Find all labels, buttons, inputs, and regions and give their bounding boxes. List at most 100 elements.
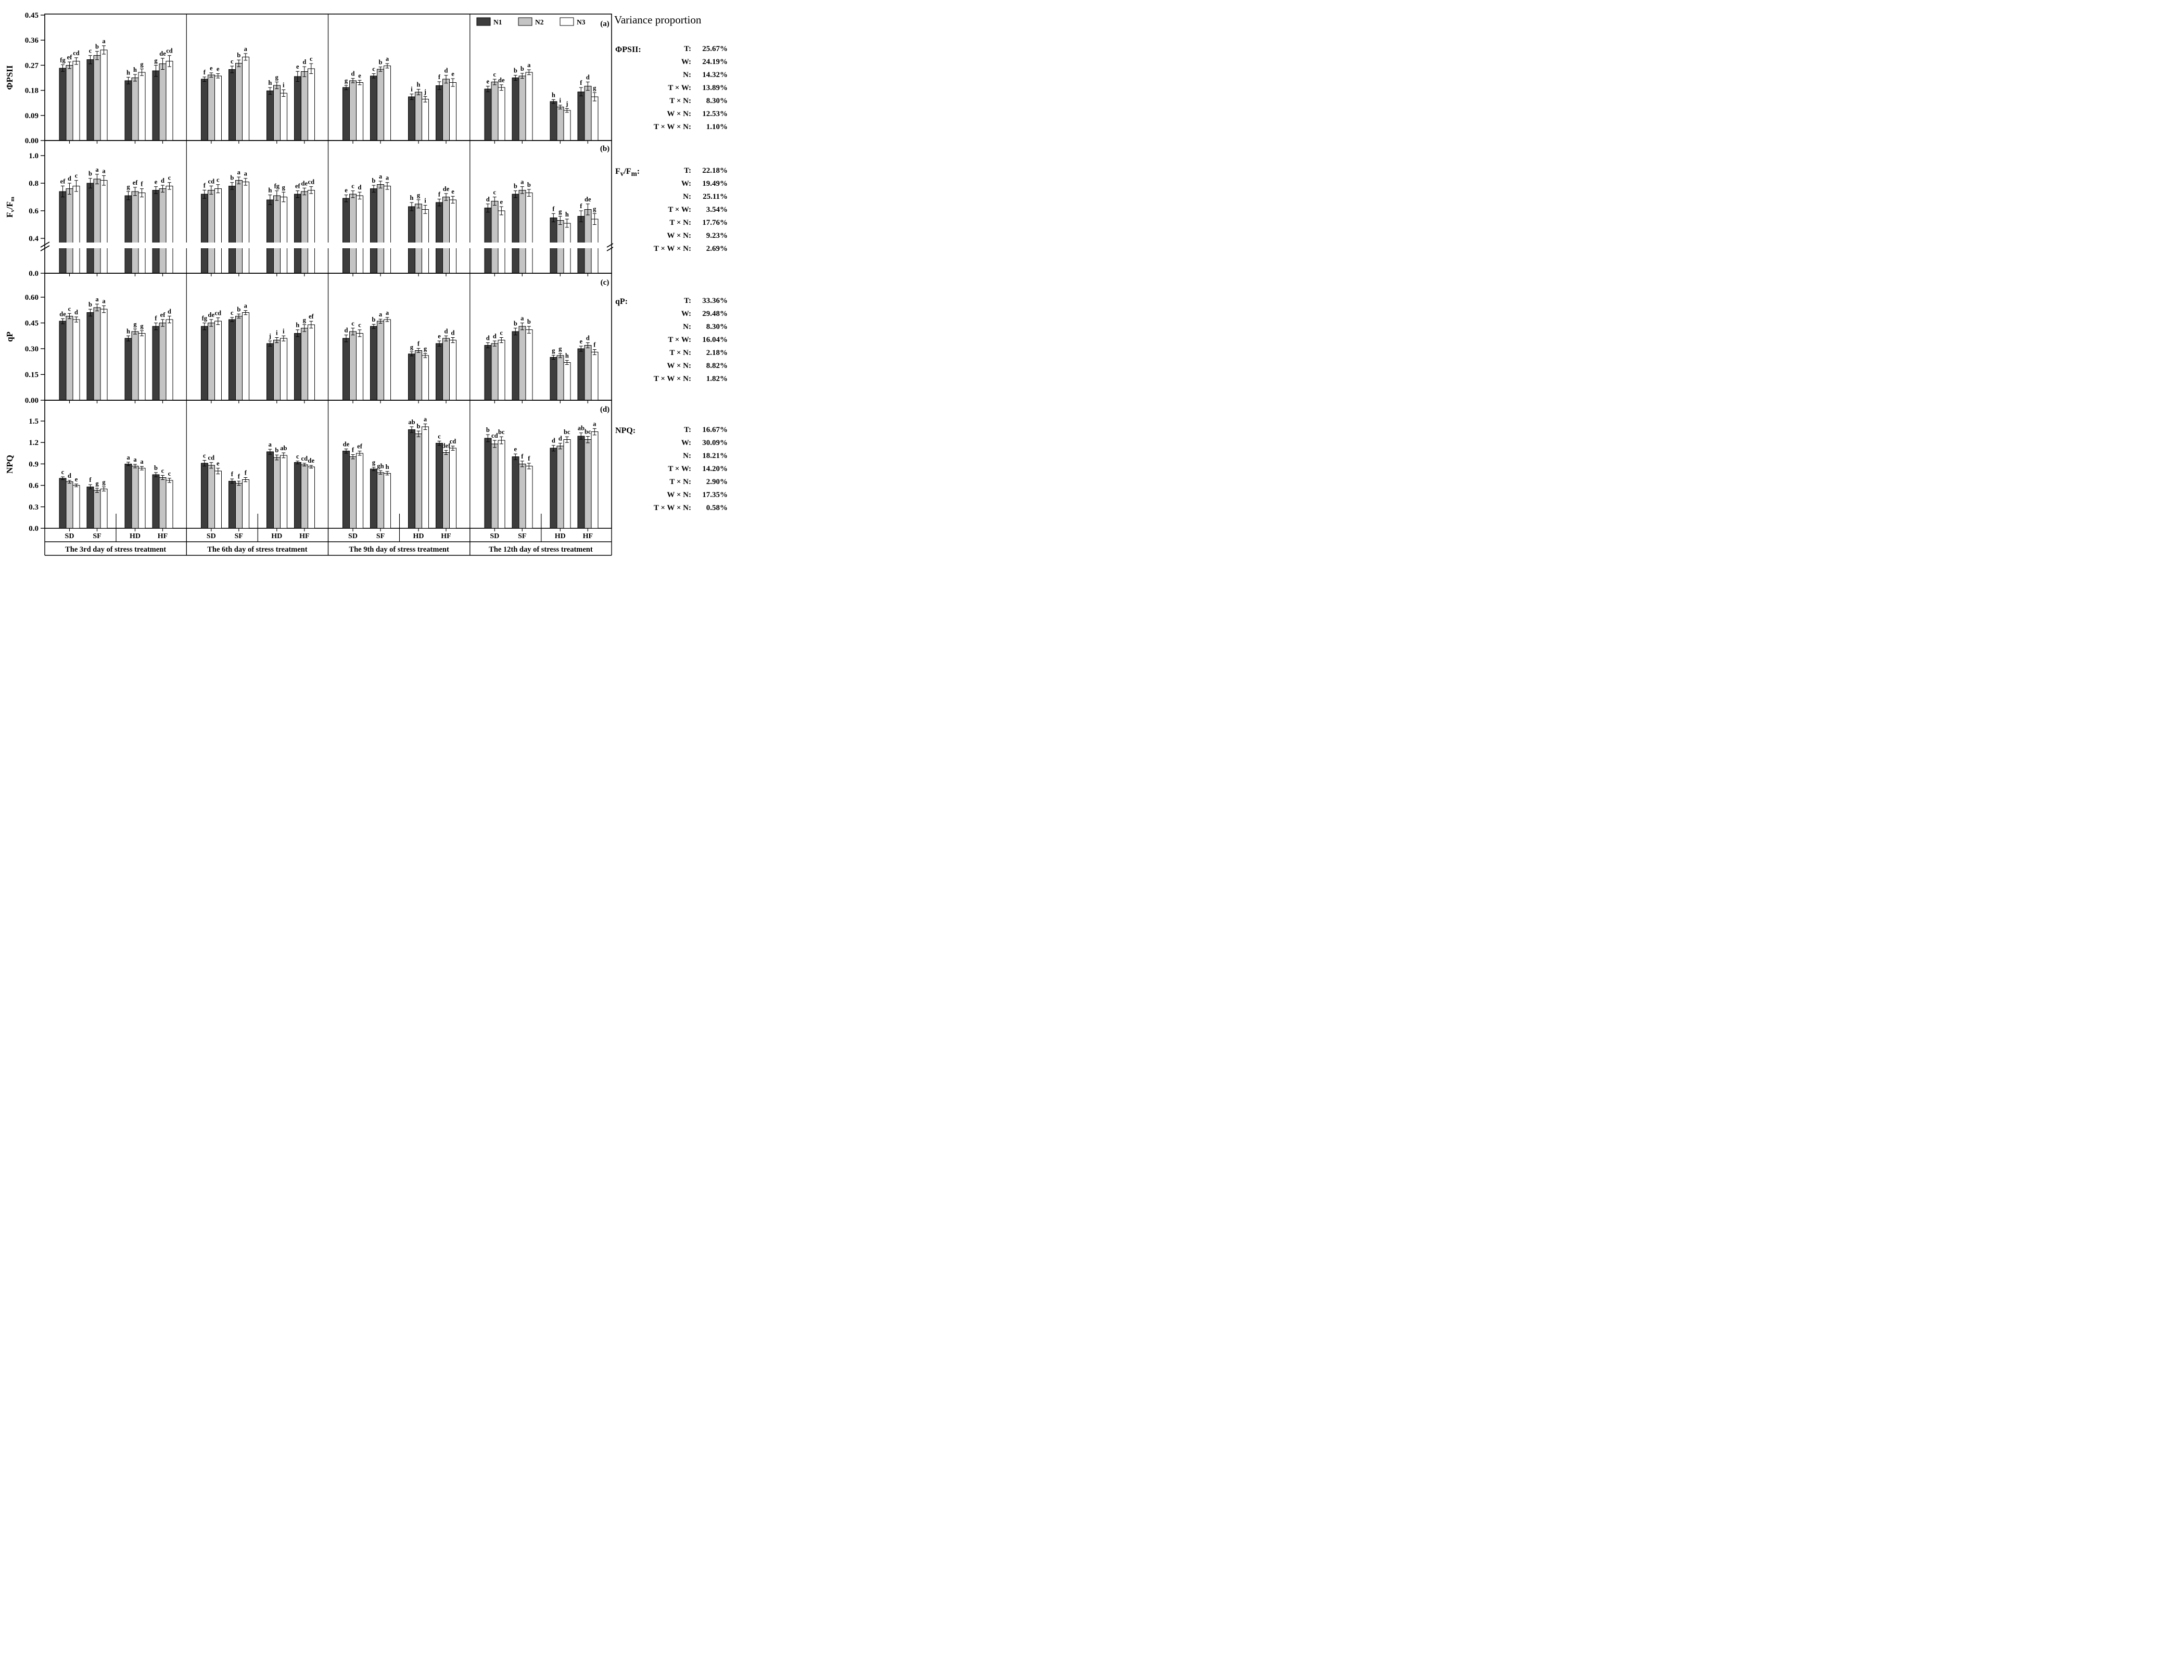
sig-letter: e [451,188,454,195]
sig-letter: de [498,77,505,84]
error-bar [168,478,171,483]
sig-letter: g [417,192,421,199]
error-bar [309,186,313,194]
treatment-group-label: SD [348,532,358,540]
bar [518,75,526,141]
sig-letter: a [133,456,137,463]
bar [484,438,492,529]
error-bar [492,340,497,347]
legend-swatch-N2 [518,17,532,26]
sig-letter: g [133,321,137,328]
bar [422,209,429,274]
bar [72,185,80,274]
sig-letter: c [168,174,171,182]
error-bar [296,71,300,82]
error-bar [437,441,441,446]
variance-value: 14.32% [702,71,728,79]
variance-factor: W × N: [667,362,691,370]
variance-factor: W: [681,58,691,66]
bar [525,466,533,529]
error-bar [416,430,421,437]
error-bar [513,453,517,460]
sig-letter: i [424,197,426,204]
bar [356,82,363,141]
bar [166,185,173,274]
bar [300,71,308,141]
bar [591,431,599,529]
variance-value: 9.23% [706,232,728,240]
sig-letter: c [438,433,441,440]
variance-block-label: ΦPSII: [615,45,641,54]
bar [512,194,519,274]
sig-letter: de [308,457,315,464]
bar [66,188,73,274]
legend-swatch-N3 [560,17,574,26]
bar [449,199,456,274]
sig-letter: e [451,70,454,78]
legend-label: N2 [535,18,544,26]
bar [273,340,281,401]
variance-factor: T × W: [668,84,691,92]
bar [422,355,429,401]
bar [59,191,67,274]
variance-row: N: 8.30% [613,323,729,336]
error-bar [372,324,376,329]
variance-factor: T × W × N: [653,245,691,253]
error-bar [88,309,92,316]
sig-letter: c [217,176,220,184]
bar [242,181,249,274]
bar [584,345,592,401]
bar [59,68,67,141]
error-bar [237,176,241,184]
error-bar [216,73,220,79]
sig-letter: d [161,177,164,184]
variance-value: 24.19% [702,58,728,66]
sig-letter: g [410,343,414,351]
error-bar [237,59,241,67]
day-label: The 6th day of stress treatment [207,545,308,554]
sig-letter: c [372,66,375,73]
error-bar [88,484,92,489]
bar [138,193,146,274]
sig-letter: cd [73,49,80,57]
bar [266,343,274,401]
sig-letter: d [74,309,78,316]
variance-value: 1.10% [706,123,728,131]
bar [200,79,208,141]
sig-letter: a [386,55,389,62]
sig-letter: d [358,184,362,191]
sig-letter: c [231,58,234,65]
sig-letter: c [168,470,171,477]
error-bar [358,192,362,199]
bar [525,193,533,274]
sig-letter: cd [208,454,215,462]
error-bar [302,463,307,466]
sig-letter: a [379,173,383,180]
sig-letter: ab [578,425,585,432]
sig-letter: d [451,329,455,337]
error-bar [309,321,313,328]
sig-letter: a [95,166,99,173]
sig-letter: f [521,453,524,460]
error-bar [275,337,279,343]
bar [349,80,357,141]
bar [518,326,526,401]
error-bar [161,185,164,193]
error-bar [209,319,213,327]
y-tick-label: 0.45 [25,11,39,20]
error-bar [592,428,596,436]
bar [235,483,243,529]
day-label: The 9th day of stress treatment [349,545,449,554]
variance-panel: Variance proportion ΦPSII: T: 25.67% W: … [613,0,729,562]
bar [93,179,101,274]
sig-letter: i [276,329,278,337]
variance-row: W × N: 9.23% [613,232,729,245]
sig-letter: a [102,298,106,305]
error-bar [133,74,137,82]
error-bar [216,468,220,475]
bar [518,463,526,529]
bar [207,189,215,274]
variance-value: 8.30% [706,323,728,331]
error-bar [486,203,490,213]
error-bar [68,183,71,195]
